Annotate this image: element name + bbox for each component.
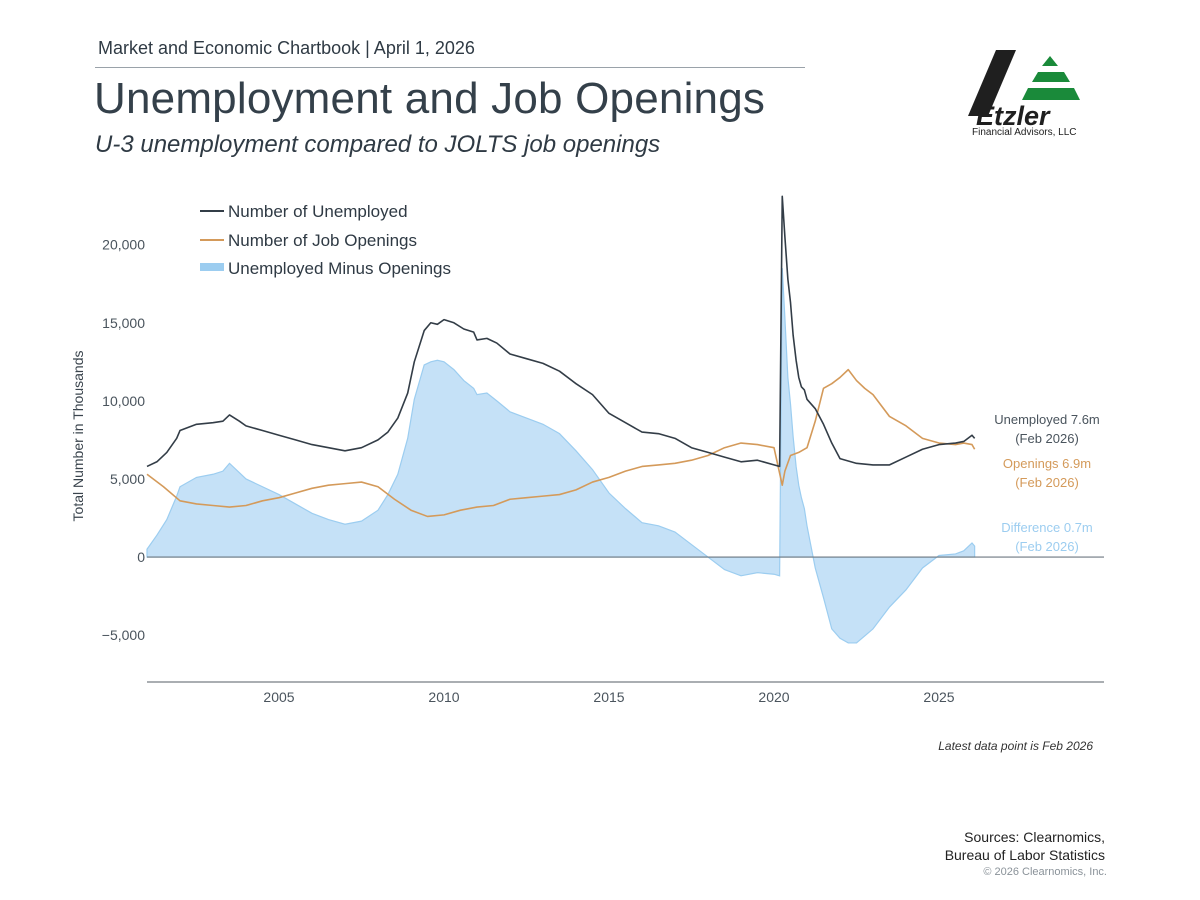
y-tick-label: 15,000 (102, 315, 145, 331)
logo-wordmark: Etzler (976, 101, 1051, 131)
x-tick-label: 2005 (263, 689, 294, 705)
y-tick-label: 20,000 (102, 237, 145, 253)
end-label-line1: Openings 6.9m (1003, 456, 1091, 471)
legend-openings-label: Number of Job Openings (228, 231, 417, 250)
unemployed-line (146, 195, 976, 468)
page-title: Unemployment and Job Openings (94, 74, 766, 123)
logo-green-band-middle (1032, 72, 1070, 82)
y-tick-label: −5,000 (102, 627, 145, 643)
y-tick-label: 0 (137, 549, 145, 565)
difference-area (146, 268, 976, 644)
logo-slash-shape (968, 50, 1016, 116)
openings-line (146, 368, 976, 518)
y-tick-label: 5,000 (110, 471, 145, 487)
latest-data-note: Latest data point is Feb 2026 (938, 739, 1093, 753)
legend-difference-label: Unemployed Minus Openings (228, 259, 451, 278)
page-subtitle: U-3 unemployment compared to JOLTS job o… (95, 131, 661, 158)
end-label-line2: (Feb 2026) (1015, 539, 1079, 554)
sources-line-2: Bureau of Labor Statistics (944, 847, 1105, 863)
end-label-line2: (Feb 2026) (1015, 431, 1079, 446)
sources-line-1: Sources: Clearnomics, (964, 829, 1105, 845)
chartbook-kicker: Market and Economic Chartbook | April 1,… (98, 38, 475, 58)
x-tick-label: 2015 (593, 689, 624, 705)
copyright: © 2026 Clearnomics, Inc. (983, 866, 1107, 878)
logo-green-triangle-top (1042, 56, 1058, 66)
end-label-line1: Difference 0.7m (1001, 520, 1093, 535)
y-tick-label: 10,000 (102, 393, 145, 409)
legend-difference-swatch (200, 263, 224, 271)
legend-unemployed-label: Number of Unemployed (228, 202, 408, 221)
logo-tagline: Financial Advisors, LLC (972, 127, 1077, 138)
etzler-logo: Etzler (968, 50, 1080, 131)
header-divider (95, 67, 805, 68)
sources-note: Sources: Clearnomics, Bureau of Labor St… (945, 828, 1105, 864)
logo-green-band-bottom (1022, 88, 1080, 100)
y-axis-label: Total Number in Thousands (70, 351, 86, 522)
end-label-line1: Unemployed 7.6m (994, 412, 1100, 427)
x-tick-label: 2025 (923, 689, 954, 705)
x-tick-label: 2010 (428, 689, 459, 705)
x-tick-label: 2020 (758, 689, 789, 705)
end-label-line2: (Feb 2026) (1015, 475, 1079, 490)
